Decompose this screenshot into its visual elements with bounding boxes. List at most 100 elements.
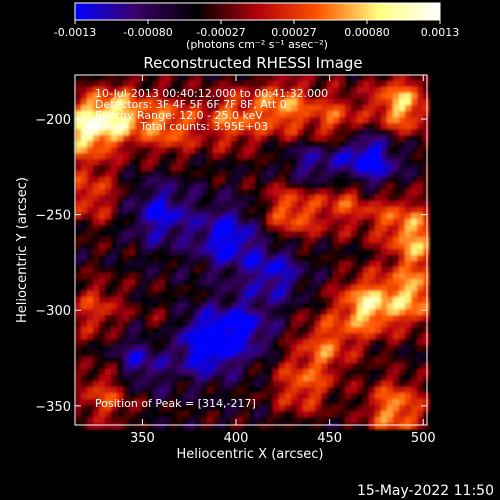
- heatmap-cell: [291, 177, 298, 184]
- heatmap-cell: [375, 249, 382, 256]
- heatmap-cell: [315, 111, 322, 118]
- heatmap-cell: [369, 165, 376, 172]
- heatmap-cell: [321, 369, 328, 376]
- heatmap-cell: [303, 411, 310, 418]
- heatmap-cell: [273, 153, 280, 160]
- heatmap-cell: [309, 363, 316, 370]
- heatmap-cell: [195, 303, 202, 310]
- heatmap-cell: [417, 327, 424, 334]
- heatmap-cell: [141, 177, 148, 184]
- heatmap-cell: [93, 375, 100, 382]
- heatmap-cell: [165, 177, 172, 184]
- heatmap-cell: [255, 81, 262, 88]
- heatmap-cell: [351, 213, 358, 220]
- heatmap-cell: [369, 105, 376, 112]
- heatmap-cell: [351, 339, 358, 346]
- heatmap-cell: [237, 267, 244, 274]
- heatmap-cell: [267, 279, 274, 286]
- heatmap-cell: [243, 345, 250, 352]
- heatmap-cell: [75, 309, 82, 316]
- heatmap-cell: [129, 171, 136, 178]
- heatmap-cell: [315, 141, 322, 148]
- heatmap-cell: [171, 201, 178, 208]
- heatmap-cell: [387, 417, 394, 424]
- heatmap-cell: [159, 195, 166, 202]
- heatmap-cell: [153, 93, 160, 100]
- heatmap-cell: [375, 243, 382, 250]
- heatmap-cell: [147, 177, 154, 184]
- heatmap-cell: [225, 105, 232, 112]
- heatmap-cell: [375, 387, 382, 394]
- heatmap-cell: [189, 267, 196, 274]
- heatmap-cell: [243, 405, 250, 412]
- heatmap-cell: [105, 387, 112, 394]
- heatmap-cell: [201, 303, 208, 310]
- heatmap-cell: [363, 291, 370, 298]
- heatmap-cell: [279, 213, 286, 220]
- heatmap-cell: [147, 285, 154, 292]
- heatmap-cell: [129, 405, 136, 412]
- heatmap-cell: [141, 267, 148, 274]
- heatmap-cell: [123, 279, 130, 286]
- heatmap-cell: [321, 375, 328, 382]
- heatmap-cell: [327, 75, 334, 82]
- heatmap-cell: [213, 243, 220, 250]
- heatmap-cell: [411, 333, 418, 340]
- heatmap-cell: [207, 237, 214, 244]
- heatmap-cell: [375, 129, 382, 136]
- heatmap-cell: [237, 423, 244, 430]
- heatmap-cell: [105, 213, 112, 220]
- heatmap-cell: [129, 417, 136, 424]
- heatmap-cell: [267, 213, 274, 220]
- heatmap-cell: [183, 141, 190, 148]
- heatmap-cell: [141, 213, 148, 220]
- heatmap-cell: [417, 231, 424, 238]
- heatmap-cell: [399, 351, 406, 358]
- heatmap-cell: [357, 231, 364, 238]
- heatmap-cell: [357, 369, 364, 376]
- heatmap-cell: [273, 345, 280, 352]
- heatmap-cell: [291, 165, 298, 172]
- heatmap-cell: [267, 393, 274, 400]
- heatmap-cell: [393, 351, 400, 358]
- heatmap-cell: [387, 99, 394, 106]
- heatmap-cell: [273, 423, 280, 430]
- heatmap-cell: [177, 219, 184, 226]
- heatmap-cell: [123, 171, 130, 178]
- heatmap-cell: [375, 111, 382, 118]
- heatmap-cell: [279, 147, 286, 154]
- heatmap-cell: [321, 93, 328, 100]
- heatmap-cell: [147, 351, 154, 358]
- heatmap-cell: [285, 105, 292, 112]
- heatmap-cell: [123, 339, 130, 346]
- heatmap-cell: [219, 345, 226, 352]
- heatmap-cell: [393, 129, 400, 136]
- heatmap-cell: [291, 261, 298, 268]
- heatmap-cell: [231, 261, 238, 268]
- heatmap-cell: [123, 309, 130, 316]
- heatmap-cell: [219, 225, 226, 232]
- heatmap-cell: [81, 183, 88, 190]
- heatmap-cell: [405, 291, 412, 298]
- heatmap-cell: [219, 237, 226, 244]
- heatmap-cell: [345, 345, 352, 352]
- heatmap-cell: [321, 231, 328, 238]
- heatmap-cell: [321, 183, 328, 190]
- heatmap-cell: [261, 81, 268, 88]
- heatmap-cell: [249, 303, 256, 310]
- heatmap-cell: [225, 111, 232, 118]
- heatmap-cell: [249, 351, 256, 358]
- heatmap-cell: [219, 261, 226, 268]
- heatmap-cell: [111, 321, 118, 328]
- heatmap-cell: [159, 201, 166, 208]
- heatmap-cell: [387, 243, 394, 250]
- heatmap-cell: [267, 111, 274, 118]
- heatmap-cell: [105, 423, 112, 430]
- heatmap-cell: [369, 147, 376, 154]
- heatmap-cell: [303, 141, 310, 148]
- heatmap-cell: [99, 351, 106, 358]
- heatmap-cell: [147, 291, 154, 298]
- heatmap-cell: [201, 177, 208, 184]
- heatmap-cell: [339, 195, 346, 202]
- heatmap-cell: [285, 81, 292, 88]
